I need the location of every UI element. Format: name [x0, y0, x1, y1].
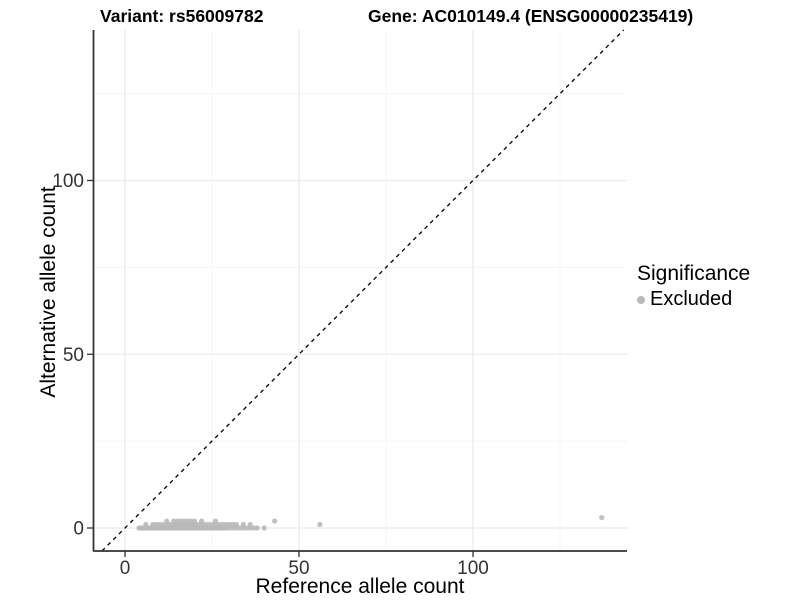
- data-point: [272, 518, 278, 524]
- data-point: [247, 521, 253, 528]
- data-point: [599, 514, 605, 521]
- plot-title-gene: Gene: AC010149.4 (ENSG00000235419): [368, 6, 694, 26]
- x-axis-title: Reference allele count: [255, 575, 465, 598]
- data-point: [254, 525, 260, 531]
- y-tick-label-100: 100: [52, 171, 84, 192]
- data-point: [143, 521, 149, 528]
- legend-title: Significance: [637, 262, 751, 285]
- y-axis-title: Alternative allele count: [37, 186, 60, 398]
- data-point: [240, 521, 246, 528]
- y-tick-label-0: 0: [73, 519, 84, 540]
- legend: Significance Excluded: [637, 262, 750, 311]
- x-tick-label-50: 50: [288, 558, 309, 579]
- data-point: [192, 518, 198, 524]
- plot-title-variant: Variant: rs56009782: [100, 6, 264, 26]
- x-tick-label-0: 0: [120, 558, 131, 579]
- data-point: [212, 518, 219, 524]
- identity-line: [101, 29, 625, 552]
- legend-item-label: Excluded: [650, 288, 733, 310]
- data-point: [233, 521, 239, 528]
- data-point: [164, 518, 170, 524]
- x-tick-label-100: 100: [457, 558, 489, 579]
- data-point: [261, 525, 267, 531]
- data-point: [198, 518, 205, 524]
- legend-item-excluded: Excluded: [637, 288, 750, 311]
- legend-key-dot-icon: [637, 295, 645, 304]
- data-point: [317, 521, 323, 528]
- y-tick-label-50: 50: [63, 345, 84, 366]
